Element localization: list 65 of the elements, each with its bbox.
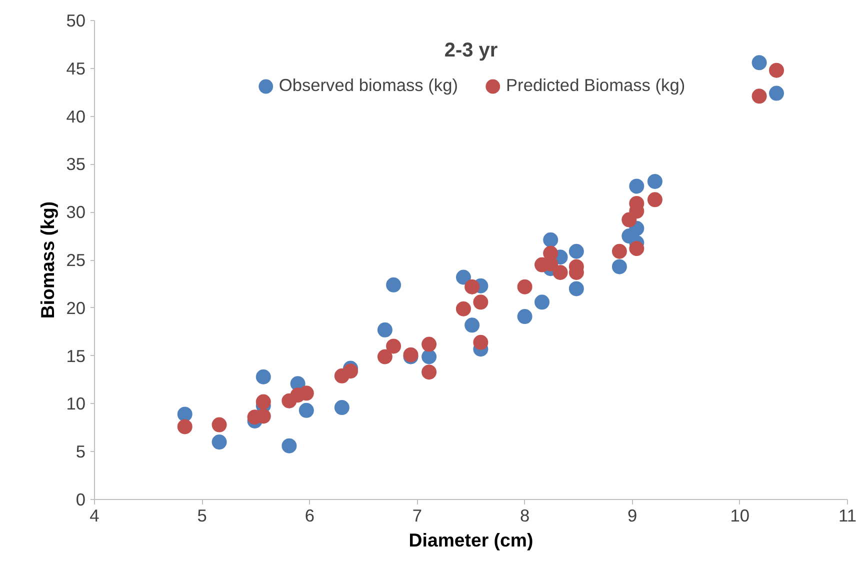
y-tick-label: 45 <box>66 58 86 78</box>
point <box>517 309 532 324</box>
point <box>256 369 271 384</box>
point <box>334 400 350 416</box>
y-tick-label: 20 <box>66 298 86 318</box>
point <box>422 349 437 364</box>
point <box>629 178 644 194</box>
point <box>629 241 644 256</box>
y-tick-label: 15 <box>66 346 86 366</box>
point <box>752 88 767 104</box>
point <box>534 294 550 310</box>
point <box>212 434 227 450</box>
text: 2-3 yr <box>444 40 498 62</box>
point <box>543 232 558 248</box>
legend-label: Observed biomass (kg) <box>278 75 458 96</box>
y-tick-label: 25 <box>66 250 86 270</box>
x-tick-label: 7 <box>412 506 422 526</box>
y-tick-label: 35 <box>66 154 86 174</box>
x-tick-label: 5 <box>197 506 207 526</box>
y-tick-label: 30 <box>66 202 86 222</box>
x-tick-label: 8 <box>520 506 530 526</box>
y-tick-label: 50 <box>66 10 86 30</box>
point <box>568 281 584 296</box>
point <box>422 336 437 352</box>
point <box>473 334 488 350</box>
point <box>386 338 402 354</box>
point <box>177 419 192 434</box>
point <box>298 402 314 418</box>
y-tick-label: 40 <box>66 106 86 126</box>
y-tick-label: 10 <box>66 394 86 414</box>
y-tick-label: 0 <box>76 490 86 510</box>
y-axis-title: Biomass (kg) <box>37 201 58 319</box>
point <box>343 364 358 379</box>
point <box>377 322 392 338</box>
point <box>456 270 471 285</box>
x-axis-title: Diameter (cm) <box>408 530 534 550</box>
x-tick-label: 9 <box>628 506 638 526</box>
point <box>282 438 297 454</box>
point <box>612 259 627 274</box>
x-tick-label: 10 <box>730 506 750 526</box>
point <box>552 264 568 280</box>
point <box>464 279 480 294</box>
point <box>769 86 784 101</box>
point <box>256 394 271 410</box>
point <box>212 417 227 432</box>
point <box>377 349 392 364</box>
point <box>298 386 314 401</box>
point <box>456 301 471 316</box>
x-tick-label: 11 <box>838 506 857 526</box>
point <box>647 192 662 208</box>
point <box>464 318 480 333</box>
point <box>769 62 784 78</box>
x-tick-label: 4 <box>90 506 100 526</box>
point <box>752 55 767 70</box>
point <box>473 294 488 310</box>
point <box>568 244 584 259</box>
point <box>422 364 437 380</box>
point <box>647 174 662 189</box>
point <box>386 277 402 292</box>
x-tick-label: 6 <box>304 506 314 526</box>
point <box>517 279 532 294</box>
legend-label: Predicted Biomass (kg) <box>506 75 686 96</box>
y-tick-label: 5 <box>76 442 86 462</box>
point <box>612 244 627 259</box>
point <box>177 406 192 422</box>
